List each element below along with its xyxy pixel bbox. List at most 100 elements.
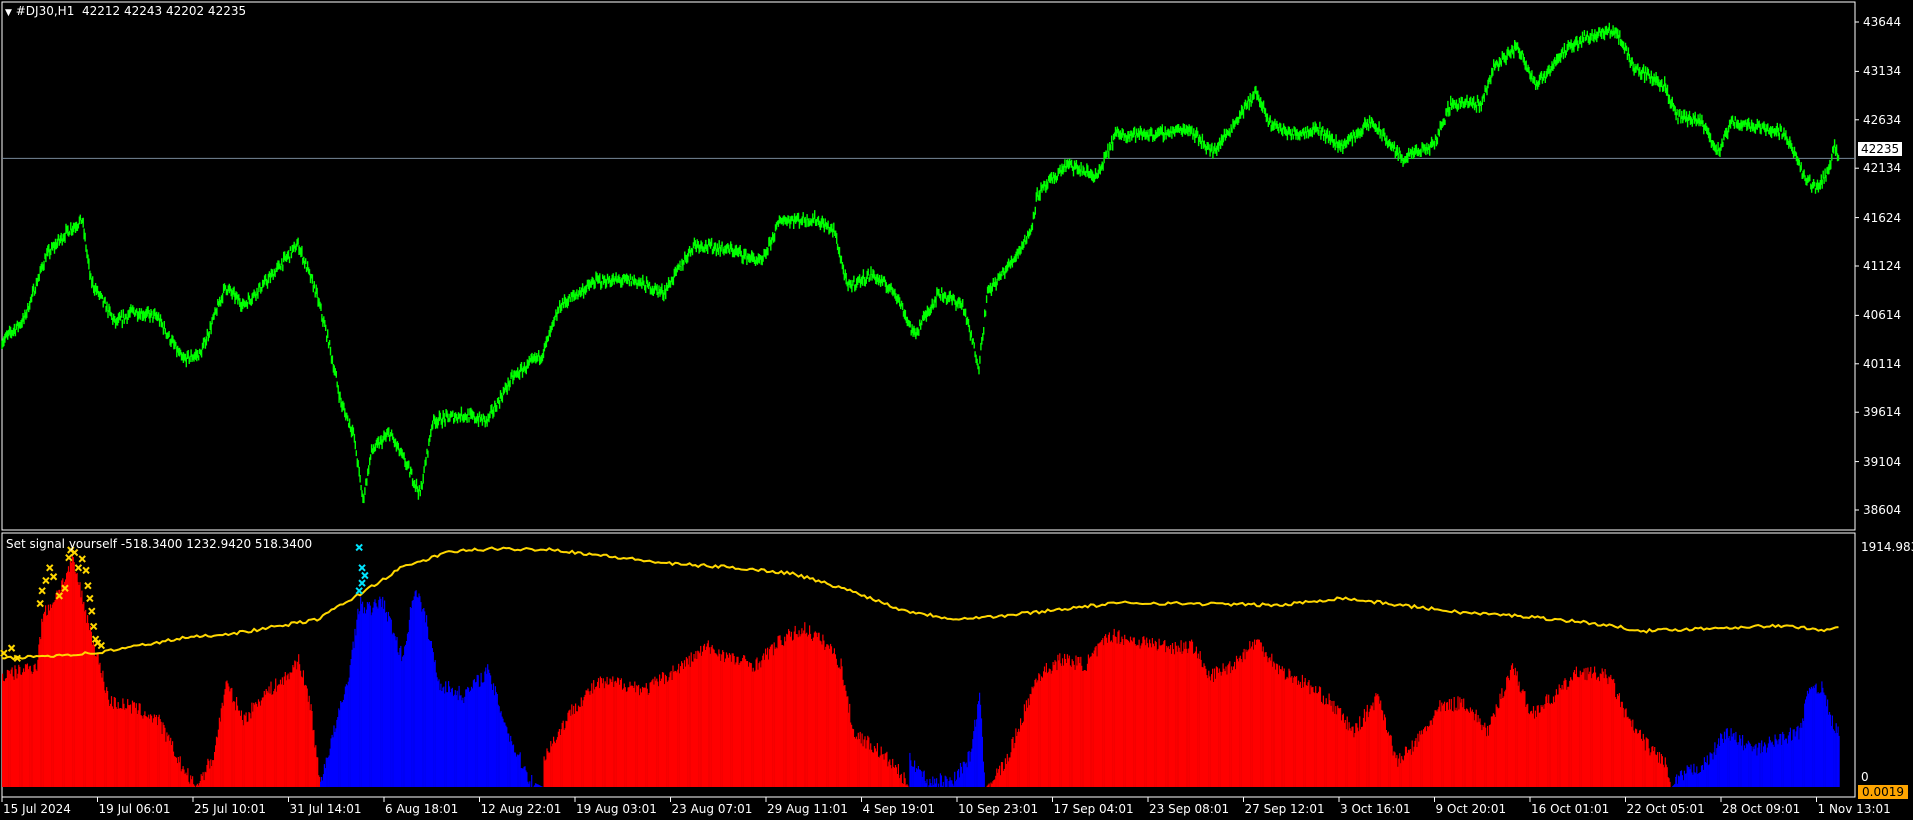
histogram-bar <box>1328 693 1330 787</box>
histogram-bar <box>710 646 712 787</box>
time-axis-label: 4 Sep 19:01 <box>862 802 935 816</box>
histogram-bar <box>613 687 615 787</box>
chart-menu-triangle-icon[interactable]: ▼ <box>5 8 12 18</box>
histogram-bar <box>1783 734 1785 787</box>
histogram-bar <box>398 655 400 787</box>
histogram-bar <box>319 776 321 787</box>
histogram-bar <box>1030 694 1032 787</box>
histogram-bar <box>879 755 881 787</box>
histogram-bar <box>751 671 753 787</box>
histogram-bar <box>1149 643 1152 787</box>
histogram-bar <box>406 641 408 787</box>
histogram-bar <box>111 706 113 787</box>
histogram-bar <box>821 644 823 787</box>
histogram-bar <box>909 752 911 787</box>
histogram-bar <box>1534 710 1536 787</box>
histogram-bar <box>116 709 118 787</box>
histogram-bar <box>459 695 461 787</box>
histogram-bar <box>1169 649 1171 787</box>
histogram-bar <box>1644 750 1646 787</box>
histogram-bar <box>1145 645 1147 787</box>
histogram-bar <box>876 743 878 787</box>
histogram-bar <box>1179 651 1181 787</box>
histogram-bar <box>1127 640 1130 787</box>
histogram-bar <box>1647 739 1649 787</box>
histogram-bar <box>915 768 918 787</box>
histogram-bar <box>1791 739 1793 787</box>
histogram-bar <box>180 771 182 787</box>
histogram-bar <box>161 734 163 787</box>
histogram-bar <box>1311 687 1313 787</box>
time-axis-label: 12 Aug 22:01 <box>480 802 562 816</box>
histogram-bar <box>779 635 781 787</box>
histogram-bar <box>496 694 498 787</box>
histogram-bar <box>188 781 190 787</box>
histogram-bar <box>752 667 754 787</box>
histogram-bar <box>1120 642 1122 787</box>
histogram-bar <box>388 616 390 787</box>
histogram-bar <box>1217 672 1219 787</box>
histogram-bar <box>897 764 899 787</box>
histogram-bar <box>356 619 358 787</box>
histogram-bar <box>407 632 410 787</box>
histogram-bar <box>1500 699 1502 787</box>
histogram-bar <box>1302 687 1304 787</box>
histogram-bar <box>186 775 188 787</box>
histogram-bar <box>1821 681 1823 787</box>
histogram-bar <box>855 736 857 787</box>
histogram-bar <box>133 702 135 787</box>
histogram-bar <box>232 702 234 787</box>
histogram-bar <box>1616 699 1618 787</box>
histogram-bar <box>340 701 342 787</box>
histogram-bar <box>622 688 624 787</box>
histogram-bar <box>1502 698 1504 787</box>
histogram-bar <box>1331 701 1333 787</box>
histogram-bar <box>871 749 873 787</box>
histogram-bar <box>187 768 189 787</box>
histogram-bar <box>102 670 104 787</box>
histogram-bar <box>1416 747 1418 787</box>
histogram-bar <box>473 679 475 787</box>
histogram-bar <box>810 638 813 787</box>
histogram-bar <box>342 699 345 787</box>
histogram-bar <box>1194 651 1196 787</box>
histogram-bar <box>1803 721 1805 787</box>
histogram-bar <box>411 600 413 787</box>
histogram-bar <box>950 780 952 787</box>
histogram-bar <box>1755 743 1757 787</box>
indicator-series-group <box>0 543 1840 787</box>
histogram-bar <box>503 722 505 787</box>
histogram-bar <box>401 661 403 787</box>
histogram-bar <box>1496 706 1498 787</box>
histogram-bar <box>1667 777 1669 787</box>
histogram-bar <box>983 772 985 787</box>
histogram-bar <box>620 678 622 787</box>
histogram-bar <box>79 582 81 787</box>
chart-header: ▼ #DJ30,H1 42212 42243 42202 42235 <box>5 4 246 20</box>
histogram-bar <box>1442 705 1444 787</box>
histogram-bar <box>696 659 698 787</box>
histogram-bar <box>878 757 880 787</box>
histogram-bar <box>1439 700 1441 787</box>
histogram-bar <box>91 644 93 787</box>
histogram-bar <box>593 680 595 787</box>
histogram-bar <box>722 650 724 787</box>
histogram-bar <box>20 674 22 787</box>
histogram-bar <box>653 684 655 787</box>
histogram-bar <box>918 769 920 787</box>
histogram-bar <box>1761 740 1763 787</box>
histogram-bar <box>1677 783 1679 787</box>
histogram-bar <box>1137 645 1139 787</box>
histogram-bar <box>1205 668 1207 787</box>
histogram-bar <box>74 571 76 787</box>
histogram-bar <box>747 666 750 787</box>
time-axis-label: 6 Aug 18:01 <box>385 802 459 816</box>
histogram-bar <box>322 774 325 787</box>
histogram-bar <box>567 712 569 787</box>
histogram-bar <box>1446 702 1449 787</box>
histogram-bar <box>892 758 894 787</box>
histogram-bar <box>325 757 327 787</box>
histogram-bar <box>809 625 811 787</box>
histogram-bar <box>1207 678 1209 787</box>
